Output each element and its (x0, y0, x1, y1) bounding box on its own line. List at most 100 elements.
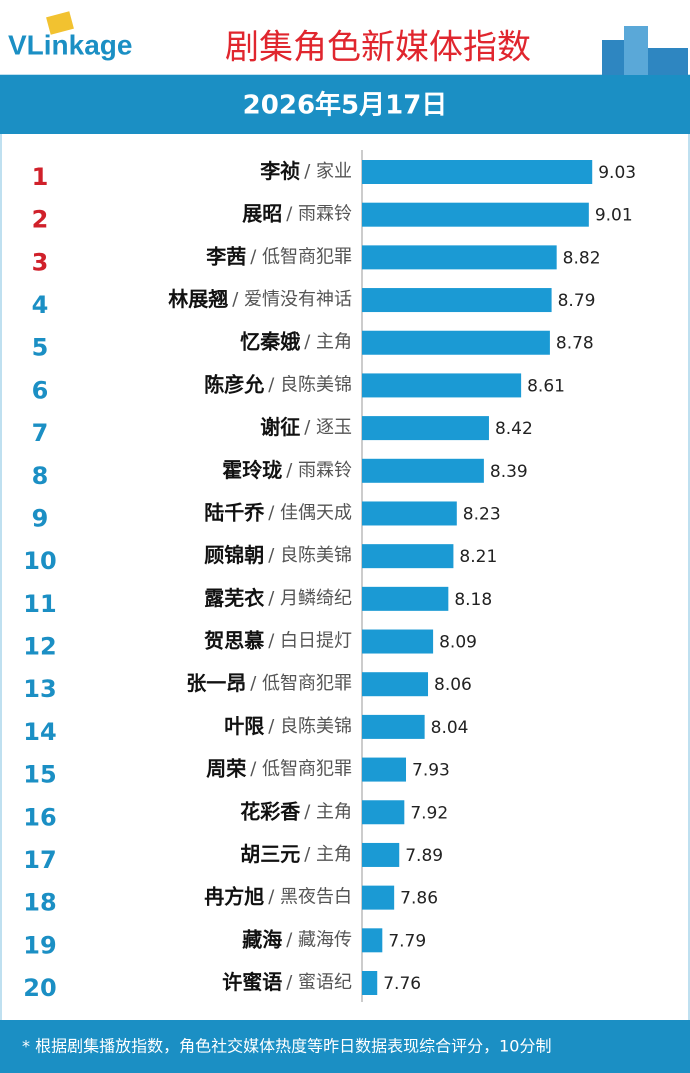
value-label: 9.03 (598, 163, 636, 183)
row-label: 叶限 / 良陈美锦 (224, 713, 352, 737)
rank: 16 (23, 803, 56, 831)
value-label: 7.92 (410, 803, 448, 823)
drama-name: / 黑夜告白 (268, 887, 352, 908)
value-label: 8.82 (563, 248, 601, 268)
value-label: 8.04 (431, 718, 469, 738)
drama-name: / 雨霖铃 (286, 460, 352, 481)
row-label: 展昭 / 雨霖铃 (242, 201, 352, 225)
date-band (0, 75, 690, 134)
character-name: 花彩香 (240, 799, 301, 823)
rank: 10 (23, 547, 56, 575)
logo-icon (46, 11, 74, 35)
drama-name: / 良陈美锦 (268, 545, 352, 566)
podium-step (602, 40, 624, 75)
rank: 14 (23, 718, 56, 746)
drama-name: / 良陈美锦 (268, 374, 352, 395)
logo: VLinkage (8, 29, 132, 60)
drama-name: / 家业 (304, 161, 352, 182)
footer-band (0, 1020, 690, 1073)
row-label: 忆秦娥 / 主角 (240, 329, 352, 353)
drama-name: / 佳偶天成 (268, 502, 352, 523)
bar (362, 160, 593, 184)
row-label: 周荣 / 低智商犯罪 (206, 756, 352, 780)
value-label: 7.93 (412, 761, 450, 781)
character-name: 张一昂 (186, 671, 246, 695)
bar (362, 586, 449, 611)
rank: 7 (32, 419, 49, 447)
drama-name: / 主角 (304, 332, 352, 353)
character-name: 陈彦允 (204, 372, 264, 396)
value-label: 7.76 (383, 974, 421, 994)
character-name: 林展翘 (168, 287, 228, 311)
date: 2026年5月17日 (243, 90, 448, 121)
bar (362, 842, 400, 867)
bar (362, 416, 489, 441)
drama-name: / 月鳞绮纪 (268, 588, 352, 609)
bar (362, 288, 552, 313)
character-name: 霍玲珑 (222, 457, 282, 481)
value-label: 8.06 (434, 675, 472, 695)
value-label: 8.79 (558, 291, 596, 311)
value-label: 8.21 (459, 547, 497, 567)
value-label: 8.78 (556, 334, 594, 354)
character-name: 许蜜语 (222, 970, 282, 994)
bar (362, 971, 378, 995)
bar (362, 757, 407, 782)
value-label: 9.01 (595, 206, 633, 226)
value-label: 8.61 (527, 376, 565, 396)
bar (362, 373, 522, 398)
drama-name: / 爱情没有神话 (232, 289, 352, 310)
drama-name: / 白日提灯 (268, 631, 352, 652)
character-name: 藏海 (242, 927, 282, 951)
rank: 15 (23, 761, 56, 789)
rank: 18 (23, 889, 56, 917)
rank: 6 (32, 376, 49, 404)
drama-name: / 低智商犯罪 (250, 759, 352, 780)
value-label: 8.09 (439, 633, 477, 653)
row-label: 李祯 / 家业 (259, 159, 352, 183)
row-label: 胡三元 / 主角 (240, 841, 352, 865)
rank: 2 (32, 206, 49, 234)
drama-name: / 低智商犯罪 (250, 246, 352, 267)
row-label: 许蜜语 / 蜜语纪 (222, 970, 352, 994)
rank: 13 (23, 675, 56, 703)
drama-name: / 低智商犯罪 (250, 673, 352, 694)
value-label: 8.39 (490, 462, 528, 482)
rank: 17 (23, 846, 56, 874)
character-name: 谢征 (260, 415, 300, 439)
row-label: 露芜衣 / 月鳞绮纪 (204, 585, 352, 609)
row-label: 贺思慕 / 白日提灯 (204, 628, 352, 652)
row-label: 顾锦朝 / 良陈美锦 (204, 543, 352, 567)
rank: 20 (23, 974, 56, 1002)
character-name: 陆千乔 (204, 500, 265, 524)
row-label: 张一昂 / 低智商犯罪 (186, 671, 352, 695)
bar (362, 330, 550, 355)
podium-step (624, 26, 648, 75)
rank: 19 (23, 931, 56, 959)
character-name: 周荣 (206, 756, 247, 780)
footnote: * 根据剧集播放指数，角色社交媒体热度等昨日数据表现综合评分，10分制 (22, 1037, 551, 1056)
drama-name: / 雨霖铃 (286, 204, 352, 225)
value-label: 7.86 (400, 889, 438, 909)
character-name: 叶限 (224, 713, 264, 737)
rank: 9 (32, 504, 49, 532)
character-name: 李祯 (259, 159, 300, 183)
character-name: 露芜衣 (204, 585, 264, 609)
drama-name: / 主角 (304, 844, 352, 865)
podium-icon (602, 26, 688, 75)
bar (362, 544, 454, 569)
value-label: 8.18 (454, 590, 492, 610)
bar (362, 245, 557, 270)
bar (362, 714, 425, 739)
row-label: 陈彦允 / 良陈美锦 (204, 372, 352, 396)
bar (362, 800, 405, 825)
bar (362, 885, 395, 910)
drama-name: / 逐玉 (304, 417, 352, 438)
row-label: 霍玲珑 / 雨霖铃 (222, 457, 352, 481)
bar (362, 928, 383, 953)
row-label: 冉方旭 / 黑夜告白 (204, 884, 352, 908)
row-label: 花彩香 / 主角 (240, 799, 352, 823)
drama-name: / 主角 (304, 801, 352, 822)
character-name: 贺思慕 (204, 628, 264, 652)
